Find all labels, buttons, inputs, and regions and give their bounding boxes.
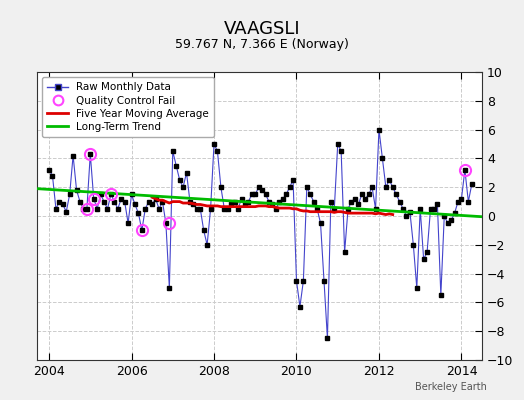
- Y-axis label: Temperature Anomaly (°C): Temperature Anomaly (°C): [522, 132, 524, 300]
- Legend: Raw Monthly Data, Quality Control Fail, Five Year Moving Average, Long-Term Tren: Raw Monthly Data, Quality Control Fail, …: [42, 77, 214, 137]
- Text: 59.767 N, 7.366 E (Norway): 59.767 N, 7.366 E (Norway): [175, 38, 349, 51]
- Text: Berkeley Earth: Berkeley Earth: [416, 382, 487, 392]
- Text: VAAGSLI: VAAGSLI: [224, 20, 300, 38]
